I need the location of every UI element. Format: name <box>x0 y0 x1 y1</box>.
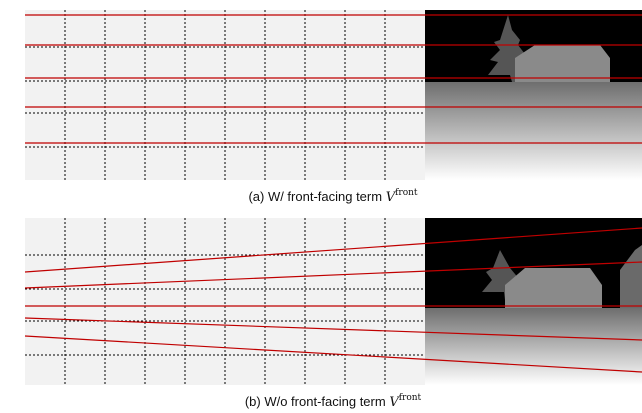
figure: (a) W/ front-facing term Vfront (b) W/o … <box>0 0 642 413</box>
caption: (b) W/o front-facing term Vfront <box>245 393 422 410</box>
caption-superscript: front <box>395 188 418 198</box>
panel-a: (a) W/ front-facing term Vfront <box>25 10 642 205</box>
panel-b: (b) W/o front-facing term Vfront <box>25 218 642 410</box>
caption-text: (a) W/ front-facing term <box>248 189 385 204</box>
caption: (a) W/ front-facing term Vfront <box>248 188 417 205</box>
depth-image <box>425 10 642 180</box>
caption-superscript: front <box>399 393 422 403</box>
depth-image <box>425 218 642 385</box>
caption-text: (b) W/o front-facing term <box>245 394 389 409</box>
